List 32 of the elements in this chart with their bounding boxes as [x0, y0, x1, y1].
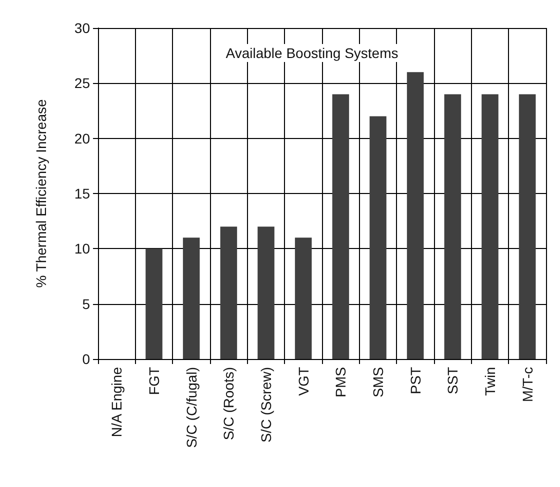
- y-tick-label: 10: [74, 240, 90, 257]
- x-tick-label: PMS: [332, 367, 349, 398]
- bar: [370, 116, 386, 359]
- bar: [406, 72, 424, 359]
- text: Available Boosting Systems: [226, 45, 398, 61]
- bar: [294, 238, 312, 359]
- y-tick-label: 30: [74, 20, 90, 36]
- bar: [146, 248, 162, 359]
- y-tick-label: 5: [82, 296, 90, 312]
- y-tick-label: 20: [74, 130, 90, 146]
- bar: [220, 226, 238, 359]
- bar: [444, 94, 462, 359]
- bar: [482, 94, 498, 359]
- bar: [182, 238, 200, 359]
- y-tick-label: 0: [82, 351, 90, 367]
- x-tick-label: M/T-c: [519, 367, 536, 402]
- x-tick-label: PST: [407, 366, 424, 394]
- y-tick-label: 15: [74, 186, 90, 202]
- x-tick-label: S/C (Roots): [220, 367, 237, 440]
- bar: [258, 226, 274, 359]
- x-tick-label: SST: [444, 366, 461, 394]
- y-axis-title: % Thermal Efficiency Increase: [33, 99, 49, 288]
- bar: [332, 94, 350, 359]
- x-tick-label: SMS: [370, 367, 386, 398]
- bar: [518, 94, 536, 359]
- x-tick-label: VGT: [295, 366, 312, 396]
- x-tick-label: Twin: [482, 367, 498, 396]
- x-tick-label: S/C (Screw): [258, 367, 274, 442]
- x-tick-label: S/C (C/fugal): [183, 367, 200, 448]
- x-tick-label: N/A Engine: [108, 366, 125, 438]
- y-tick-label: 25: [74, 75, 90, 92]
- x-tick-label: FGT: [146, 366, 162, 395]
